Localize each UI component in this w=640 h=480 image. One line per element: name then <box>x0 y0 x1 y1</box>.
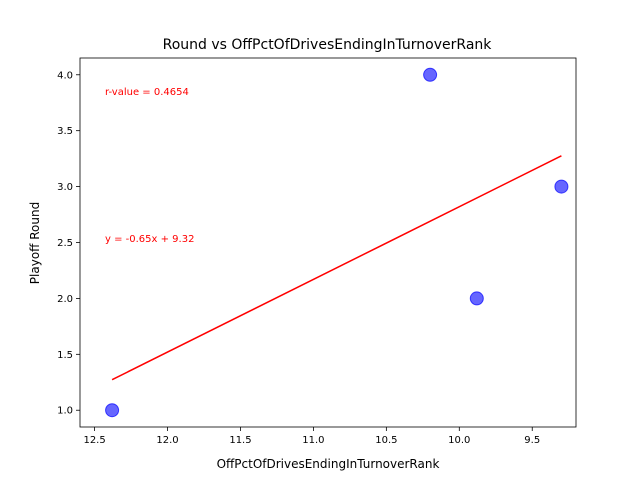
data-points <box>105 67 569 418</box>
data-point <box>554 179 569 194</box>
equation-annotation: y = -0.65x + 9.32 <box>105 234 194 245</box>
data-point <box>469 291 484 306</box>
y-tick-label: 4.0 <box>57 70 73 81</box>
x-tick-label: 11.0 <box>302 435 324 446</box>
x-axis: 12.5 12.0 11.5 11.0 10.5 10.0 9.5 <box>83 427 540 446</box>
x-tick-label: 10.5 <box>375 435 397 446</box>
chart-title: Round vs OffPctOfDrivesEndingInTurnoverR… <box>163 37 493 53</box>
x-tick-label: 11.5 <box>229 435 251 446</box>
y-tick-label: 1.0 <box>57 406 73 417</box>
data-point <box>423 67 438 82</box>
x-tick-label: 12.5 <box>83 435 105 446</box>
x-tick-label: 9.5 <box>524 435 540 446</box>
data-point <box>105 403 120 418</box>
y-tick-label: 2.5 <box>57 238 73 249</box>
y-tick-label: 1.5 <box>57 350 73 361</box>
y-tick-label: 3.0 <box>57 182 73 193</box>
regression-line <box>111 155 562 381</box>
y-axis: 1.0 1.5 2.0 2.5 3.0 3.5 4.0 <box>57 70 80 417</box>
x-tick-label: 10.0 <box>448 435 470 446</box>
y-tick-label: 2.0 <box>57 294 73 305</box>
x-tick-label: 12.0 <box>156 435 178 446</box>
y-tick-label: 3.5 <box>57 126 73 137</box>
x-axis-title: OffPctOfDrivesEndingInTurnoverRank <box>217 457 440 471</box>
y-axis-title: Playoff Round <box>28 202 42 284</box>
r-value-annotation: r-value = 0.4654 <box>105 87 189 98</box>
